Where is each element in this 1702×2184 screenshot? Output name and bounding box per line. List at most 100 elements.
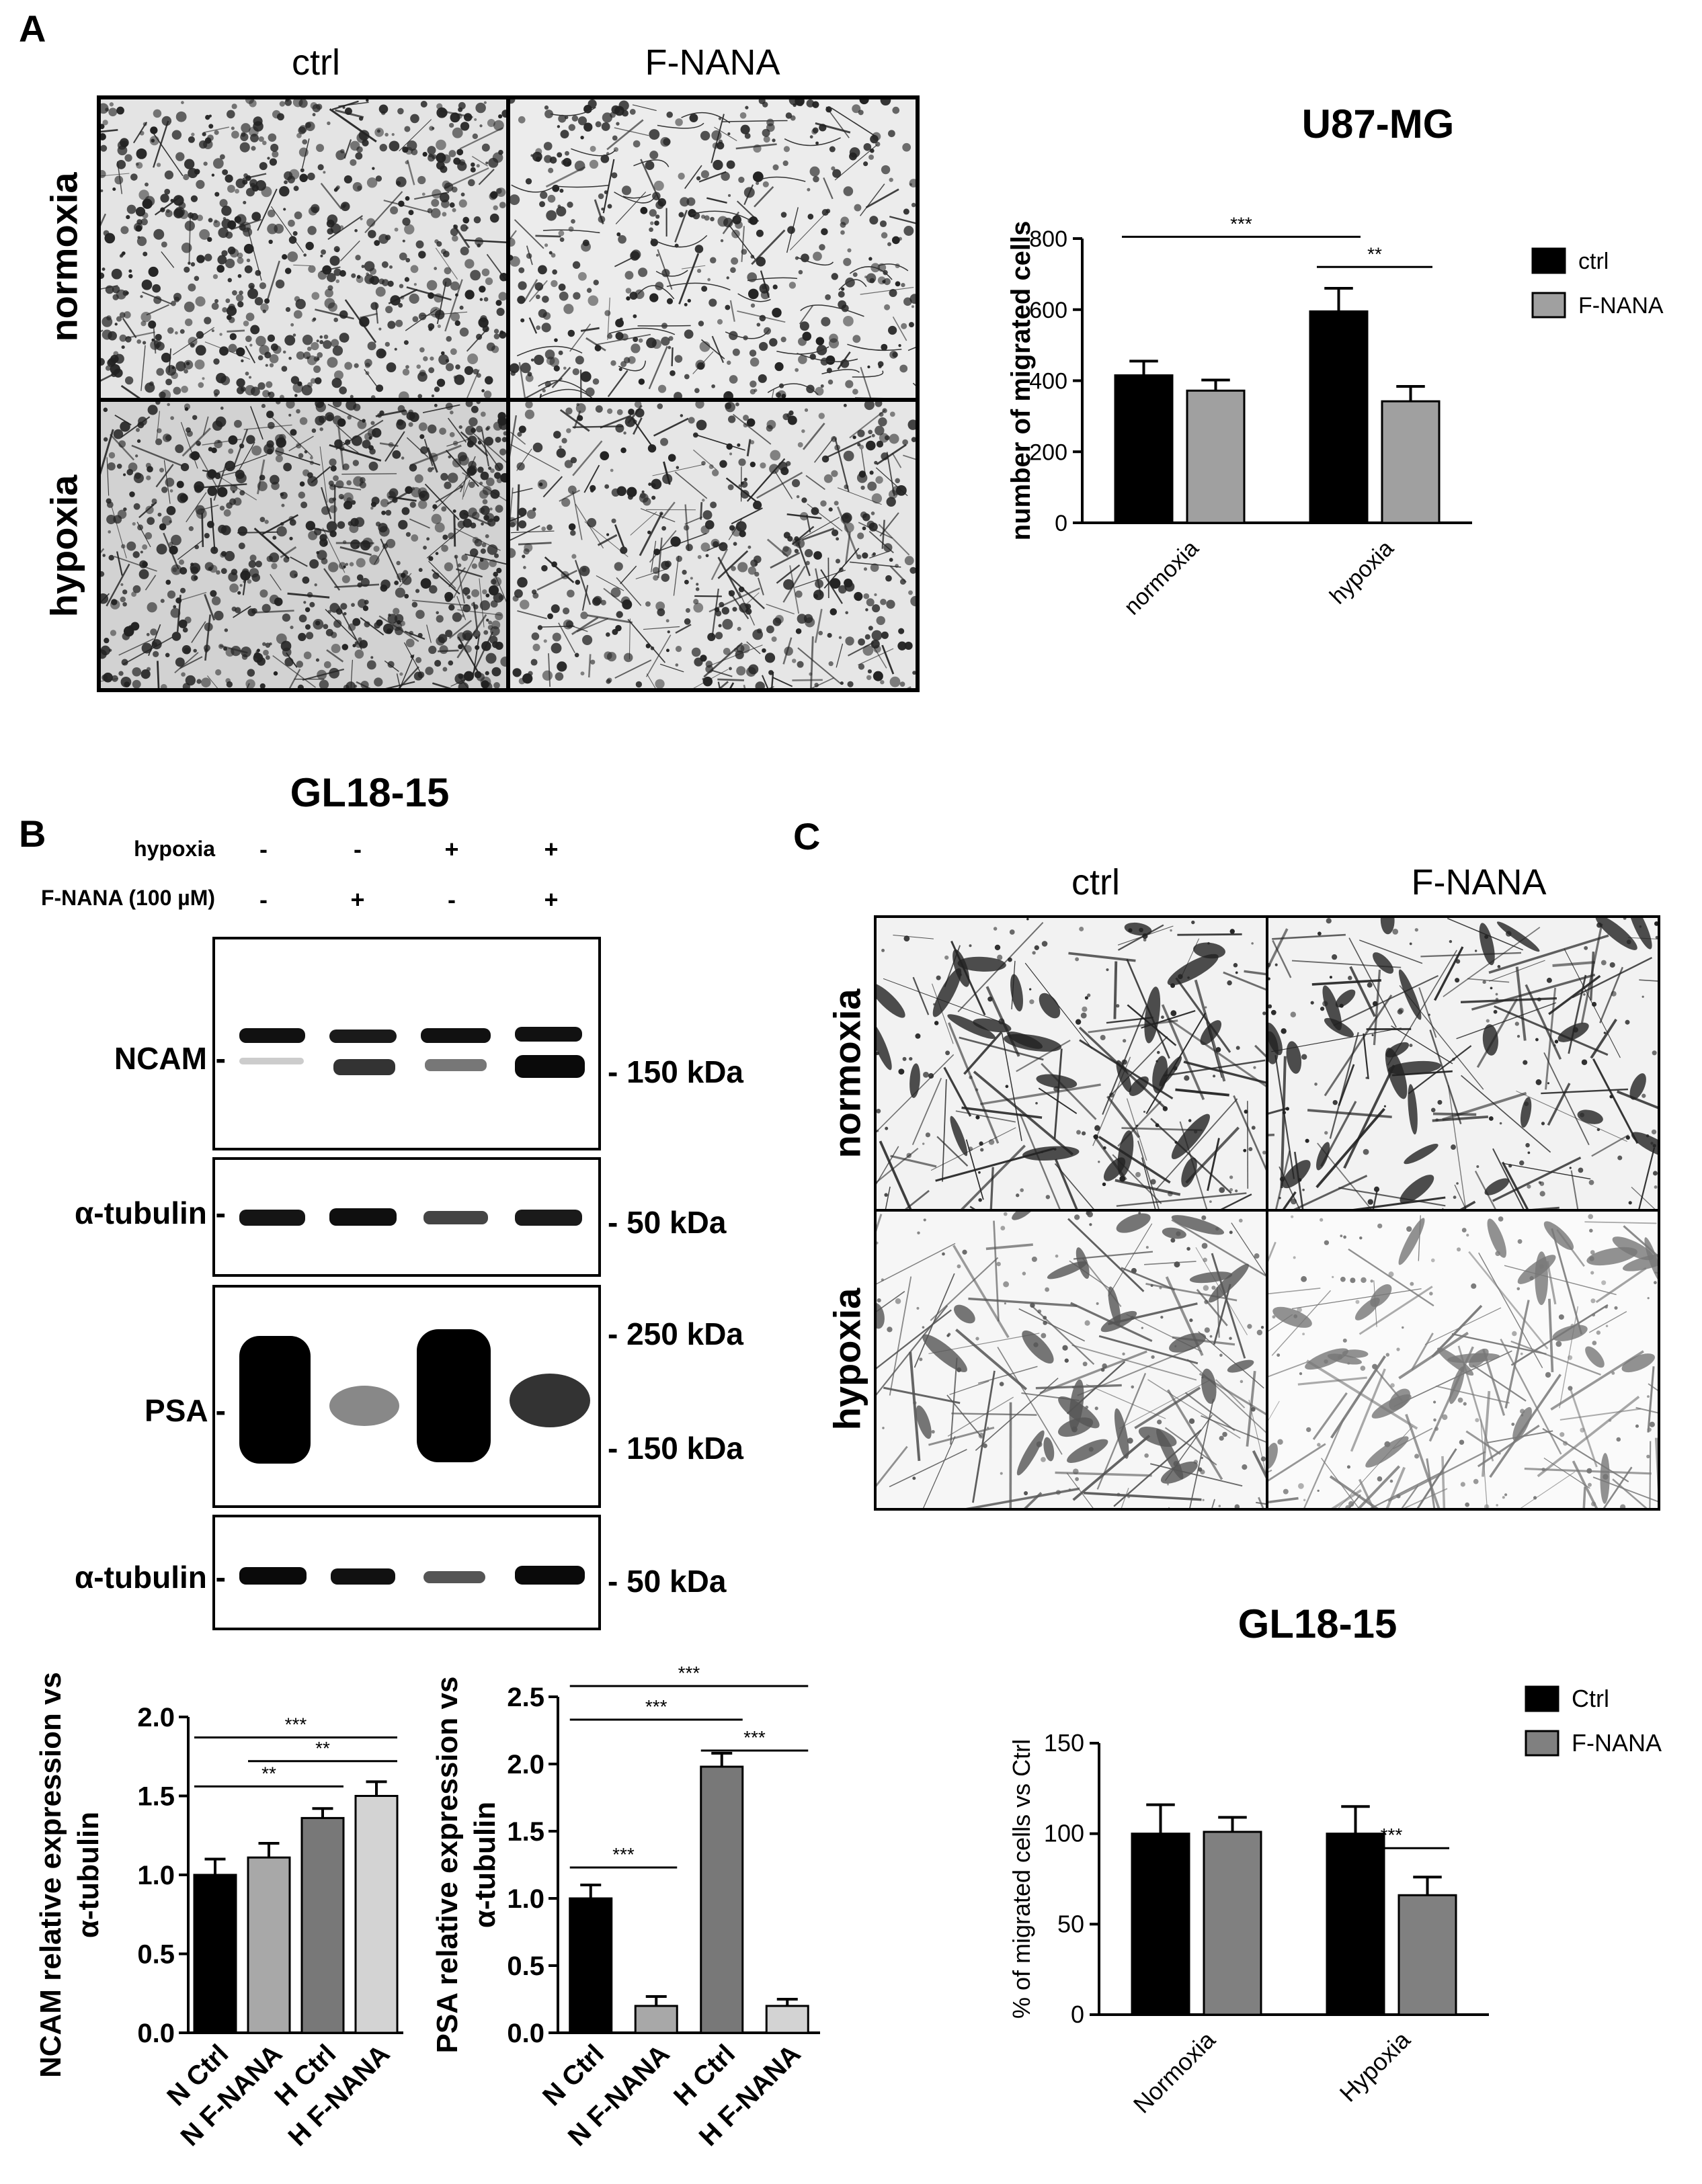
y-tick-label: 150 bbox=[1044, 1729, 1084, 1757]
kda-psa-250: - 250 kDa bbox=[608, 1316, 744, 1351]
panel-a-micrograph-grid bbox=[97, 95, 920, 692]
condition-label-hypoxia: hypoxia bbox=[134, 837, 215, 861]
panel-b-title: GL18-15 bbox=[290, 770, 450, 815]
bar bbox=[354, 1795, 399, 2034]
y-tick-label: 1.5 bbox=[507, 1817, 544, 1847]
y-axis-label-line1: PSA relative expression vs bbox=[431, 1677, 464, 2054]
gl18-bar-chart: 0 50 100 150 % of migrated cells vs Ctrl Norm… bbox=[1008, 1685, 1662, 2119]
bar bbox=[634, 2005, 678, 2034]
y-tick-label: 0 bbox=[1055, 511, 1067, 536]
micrograph-c-fnana-hypoxia bbox=[1268, 1212, 1658, 1508]
y-tick-label: 100 bbox=[1044, 1820, 1084, 1847]
y-axis-label: number of migrated cells bbox=[1006, 221, 1036, 541]
significance-label: *** bbox=[743, 1727, 766, 1748]
legend-swatch bbox=[1525, 1685, 1559, 1712]
y-tick-label: 1.5 bbox=[137, 1782, 175, 1812]
bar bbox=[765, 2005, 809, 2034]
y-tick-label: 0.0 bbox=[137, 2019, 175, 2048]
bar bbox=[1397, 1894, 1457, 2016]
sign-fnana-lane4: + bbox=[544, 886, 559, 913]
x-category-label: normoxia bbox=[1119, 536, 1204, 620]
y-tick-label: 2.5 bbox=[507, 1683, 544, 1712]
y-axis-label-line2: α-tubulin bbox=[72, 1812, 105, 1938]
significance-label: *** bbox=[1381, 1824, 1403, 1845]
micrograph-c-ctrl-hypoxia bbox=[877, 1212, 1266, 1508]
panel-c-row-hypoxia: hypoxia bbox=[825, 1288, 868, 1431]
ncam-bar-chart: 0.0 0.5 1.0 1.5 2.0 NCAM relative expression … bbox=[34, 1672, 403, 2152]
blot-label-psa: PSA - bbox=[145, 1393, 226, 1428]
y-tick-label: 200 bbox=[1029, 439, 1067, 465]
micrograph-ctrl-normoxia bbox=[101, 99, 506, 398]
panel-c-row-normoxia: normoxia bbox=[825, 989, 868, 1159]
legend-swatch bbox=[1531, 292, 1566, 319]
blot-label-tubulin-1: α-tubulin - bbox=[75, 1195, 226, 1230]
blot-label-tubulin-2: α-tubulin - bbox=[75, 1560, 226, 1595]
kda-tubulin-1-50: - 50 kDa bbox=[608, 1205, 727, 1240]
panel-c-col-fnana: F-NANA bbox=[1411, 862, 1547, 902]
micrograph-c-ctrl-normoxia bbox=[877, 918, 1266, 1209]
y-tick-label: 2.0 bbox=[137, 1703, 175, 1732]
micrograph-fnana-hypoxia bbox=[510, 402, 916, 688]
blot-tubulin-1 bbox=[212, 1157, 601, 1277]
psa-bar-chart: 0.0 0.5 1.0 1.5 2.0 2.5 PSA relative expressio… bbox=[431, 1663, 820, 2152]
legend-swatch bbox=[1531, 247, 1566, 274]
y-tick-label: 400 bbox=[1029, 369, 1067, 394]
bar bbox=[700, 1765, 744, 2034]
sign-hypoxia-lane2: - bbox=[354, 835, 362, 863]
sign-fnana-lane2: + bbox=[350, 886, 365, 913]
blot-tubulin-2 bbox=[212, 1515, 601, 1630]
panel-c-letter: C bbox=[793, 815, 821, 857]
y-axis-label-line1: NCAM relative expression vs bbox=[34, 1672, 67, 2078]
y-axis-label-line2: α-tubulin bbox=[469, 1802, 501, 1928]
micrograph-fnana-normoxia bbox=[510, 99, 916, 398]
bar bbox=[1114, 374, 1174, 524]
sign-fnana-lane3: - bbox=[448, 886, 456, 913]
micrograph-c-divider-h bbox=[877, 1209, 1658, 1212]
sign-hypoxia-lane4: + bbox=[544, 835, 559, 863]
y-tick-label: 0.5 bbox=[137, 1940, 175, 1970]
micrograph-divider-v bbox=[506, 99, 510, 688]
x-category-label: Normoxia bbox=[1128, 2025, 1221, 2119]
significance-label: ** bbox=[315, 1738, 330, 1759]
bar bbox=[1131, 1833, 1190, 2016]
bar bbox=[300, 1816, 345, 2034]
panel-a-row-hypoxia: hypoxia bbox=[42, 474, 85, 618]
legend-label: F-NANA bbox=[1572, 1729, 1662, 1757]
sign-hypoxia-lane1: - bbox=[259, 835, 268, 863]
bar bbox=[1381, 400, 1441, 524]
micrograph-ctrl-hypoxia bbox=[101, 402, 506, 688]
bar bbox=[1309, 310, 1369, 524]
panel-c-micrograph-grid bbox=[874, 915, 1660, 1511]
significance-label: *** bbox=[285, 1714, 307, 1735]
panel-c-col-ctrl: ctrl bbox=[1071, 862, 1120, 902]
y-axis-label: % of migrated cells vs Ctrl bbox=[1008, 1739, 1035, 2019]
legend-label: Ctrl bbox=[1572, 1685, 1609, 1712]
y-tick-label: 800 bbox=[1029, 226, 1067, 252]
bar bbox=[569, 1897, 613, 2034]
panel-a-row-normoxia: normoxia bbox=[42, 172, 85, 342]
y-tick-label: 0.5 bbox=[507, 1951, 544, 1981]
y-tick-label: 1.0 bbox=[507, 1884, 544, 1914]
blot-ncam bbox=[212, 937, 601, 1150]
y-tick-label: 0 bbox=[1071, 2001, 1084, 2028]
legend-label: ctrl bbox=[1578, 249, 1609, 274]
bar bbox=[1203, 1831, 1262, 2016]
gl18-chart-title: GL18-15 bbox=[1238, 1601, 1397, 1646]
legend-label: F-NANA bbox=[1578, 293, 1664, 319]
blot-psa bbox=[212, 1285, 601, 1508]
significance-label: *** bbox=[645, 1696, 667, 1717]
significance-label: *** bbox=[612, 1844, 635, 1865]
panel-b-letter: B bbox=[19, 812, 46, 855]
x-category-label: hypoxia bbox=[1325, 536, 1399, 610]
blot-label-ncam: NCAM - bbox=[114, 1041, 226, 1076]
u87-chart-title: U87-MG bbox=[1301, 101, 1455, 146]
bar bbox=[247, 1856, 291, 2034]
y-tick-label: 50 bbox=[1057, 1910, 1084, 1937]
x-category-label: Hypoxia bbox=[1334, 2025, 1416, 2107]
micrograph-c-divider-v bbox=[1266, 918, 1268, 1508]
panel-a-col-fnana: F-NANA bbox=[645, 42, 780, 83]
y-tick-label: 2.0 bbox=[507, 1750, 544, 1779]
y-tick-label: 600 bbox=[1029, 298, 1067, 323]
y-tick-label: 0.0 bbox=[507, 2019, 544, 2048]
micrograph-divider-h bbox=[101, 398, 916, 402]
